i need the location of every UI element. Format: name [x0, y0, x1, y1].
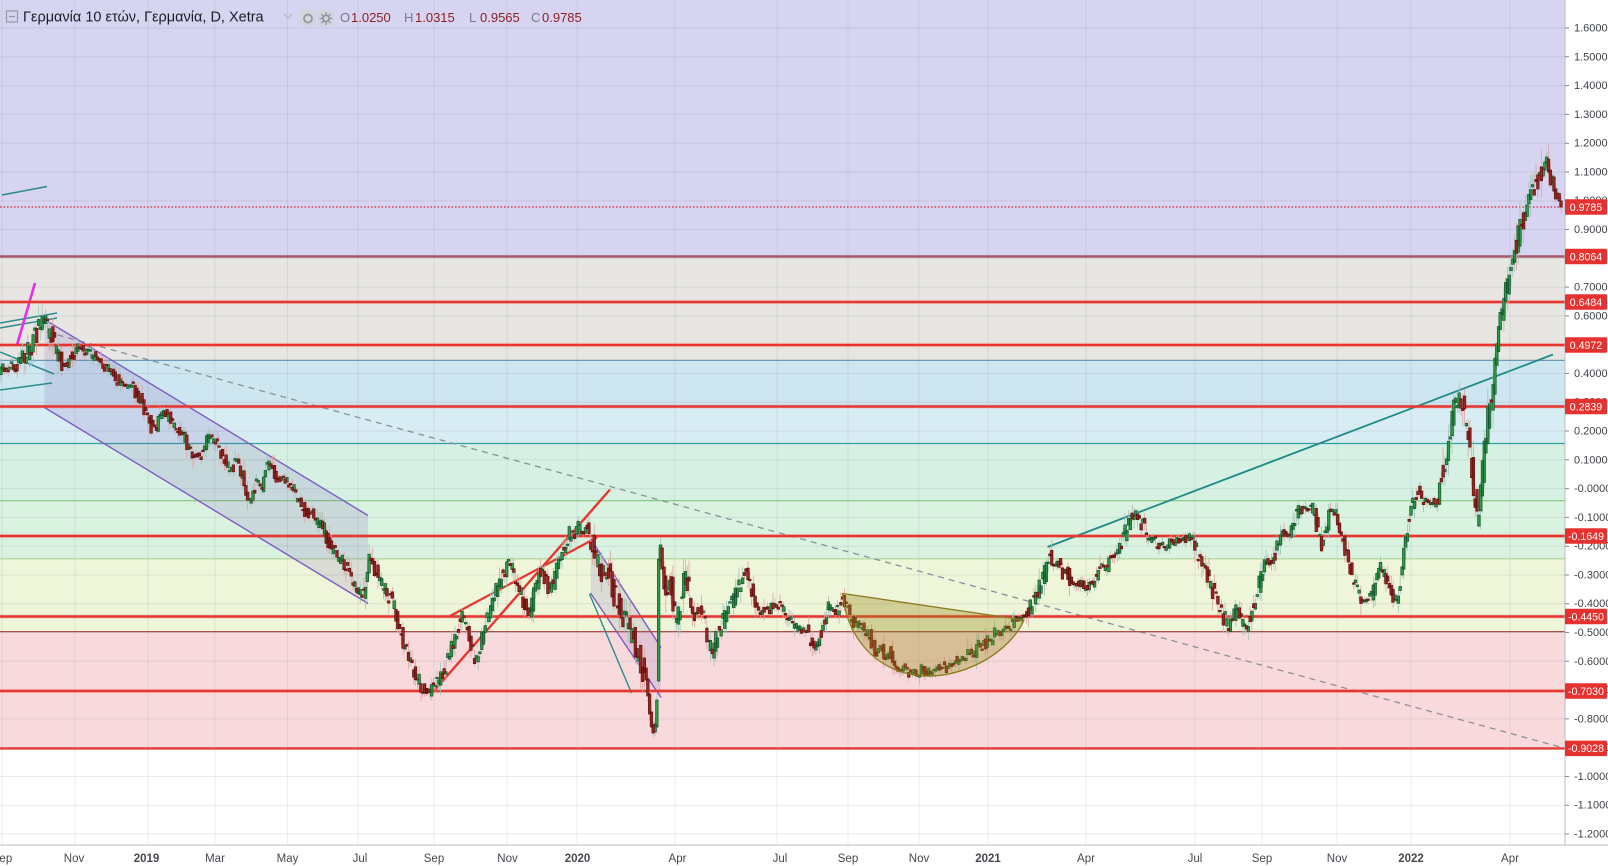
svg-text:0.6000: 0.6000: [1574, 310, 1608, 322]
svg-text:0.9785: 0.9785: [542, 10, 582, 25]
svg-text:May: May: [277, 853, 299, 865]
svg-text:1.3000: 1.3000: [1574, 109, 1608, 121]
svg-text:-0.6000: -0.6000: [1574, 656, 1608, 668]
svg-text:1.0250: 1.0250: [351, 10, 391, 25]
svg-text:0.6484: 0.6484: [1570, 297, 1603, 309]
svg-text:Nov: Nov: [497, 853, 518, 865]
svg-text:0.9785: 0.9785: [1570, 202, 1603, 214]
svg-text:1.1000: 1.1000: [1574, 167, 1608, 179]
svg-text:2020: 2020: [565, 853, 591, 865]
svg-text:L: L: [469, 10, 476, 25]
svg-text:0.2000: 0.2000: [1574, 426, 1608, 438]
svg-text:0.4000: 0.4000: [1574, 368, 1608, 380]
svg-text:Apr: Apr: [1501, 853, 1519, 865]
svg-text:Sep: Sep: [1252, 853, 1272, 865]
svg-text:Nov: Nov: [1327, 853, 1348, 865]
svg-text:-0.1000: -0.1000: [1574, 512, 1608, 524]
svg-text:Jul: Jul: [1188, 853, 1203, 865]
svg-text:1.4000: 1.4000: [1574, 80, 1608, 92]
svg-text:Γερμανία 10 ετών, Γερμανία, D,: Γερμανία 10 ετών, Γερμανία, D, Xetra: [23, 10, 265, 26]
svg-text:Apr: Apr: [669, 853, 687, 865]
svg-text:0.9000: 0.9000: [1574, 224, 1608, 236]
svg-text:-0.5000: -0.5000: [1574, 627, 1608, 639]
svg-text:-0.3000: -0.3000: [1574, 570, 1608, 582]
svg-text:1.6000: 1.6000: [1574, 23, 1608, 35]
svg-text:Mar: Mar: [205, 853, 225, 865]
svg-text:0.7000: 0.7000: [1574, 282, 1608, 294]
svg-text:Sep: Sep: [0, 853, 12, 865]
svg-text:1.0315: 1.0315: [415, 10, 455, 25]
svg-text:-0.1649: -0.1649: [1568, 531, 1604, 543]
svg-text:O: O: [340, 10, 350, 25]
svg-text:-1.1000: -1.1000: [1574, 800, 1608, 812]
svg-text:0.1000: 0.1000: [1574, 454, 1608, 466]
svg-text:-0.4000: -0.4000: [1574, 598, 1608, 610]
svg-text:0.9565: 0.9565: [480, 10, 520, 25]
svg-text:-0.9028: -0.9028: [1568, 743, 1604, 755]
svg-text:0.8064: 0.8064: [1570, 251, 1603, 263]
svg-text:C: C: [531, 10, 540, 25]
svg-text:0.2839: 0.2839: [1570, 401, 1603, 413]
svg-text:-0.8000: -0.8000: [1574, 713, 1608, 725]
svg-text:Nov: Nov: [909, 853, 930, 865]
svg-text:H: H: [404, 10, 413, 25]
svg-text:2022: 2022: [1398, 853, 1424, 865]
svg-text:-1.2000: -1.2000: [1574, 829, 1608, 841]
svg-text:Nov: Nov: [64, 853, 85, 865]
svg-text:Jul: Jul: [773, 853, 788, 865]
svg-text:0.4972: 0.4972: [1570, 340, 1603, 352]
svg-text:1.5000: 1.5000: [1574, 51, 1608, 63]
svg-text:2019: 2019: [134, 853, 160, 865]
svg-text:-1.0000: -1.0000: [1574, 771, 1608, 783]
svg-text:Apr: Apr: [1077, 853, 1095, 865]
svg-text:-0.7030: -0.7030: [1568, 686, 1604, 698]
svg-text:Jul: Jul: [353, 853, 368, 865]
svg-text:Sep: Sep: [838, 853, 858, 865]
svg-text:-0.0000: -0.0000: [1574, 483, 1608, 495]
svg-text:2021: 2021: [975, 853, 1001, 865]
svg-text:Sep: Sep: [424, 853, 444, 865]
svg-text:-0.4450: -0.4450: [1568, 611, 1604, 623]
svg-text:1.2000: 1.2000: [1574, 138, 1608, 150]
